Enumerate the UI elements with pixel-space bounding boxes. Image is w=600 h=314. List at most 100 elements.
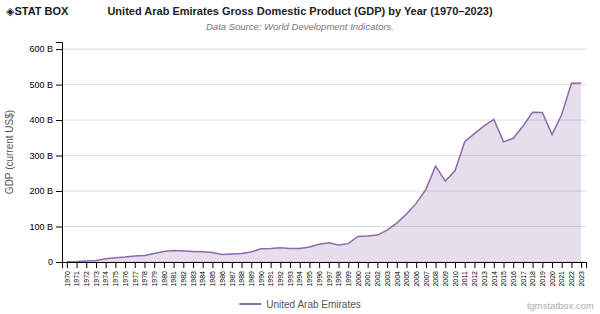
legend: United Arab Emirates (239, 299, 361, 310)
x-tick: 2015 (500, 262, 507, 287)
x-tick-mark (562, 262, 563, 268)
x-tick: 1990 (258, 262, 265, 287)
x-tick-label: 1983 (190, 271, 197, 287)
x-tick-mark (232, 262, 233, 268)
x-tick-mark (86, 262, 87, 268)
x-tick-mark (261, 262, 262, 268)
x-tick-label: 2018 (529, 271, 536, 287)
x-tick-mark (193, 262, 194, 268)
x-tick-label: 1972 (83, 271, 90, 287)
x-tick-label: 2022 (568, 271, 575, 287)
x-tick-label: 1981 (170, 271, 177, 287)
x-tick-label: 2000 (355, 271, 362, 287)
x-tick: 1998 (335, 262, 342, 287)
x-tick-mark (455, 262, 456, 268)
x-tick-label: 2020 (549, 271, 556, 287)
x-tick-mark (406, 262, 407, 268)
x-tick-mark (242, 262, 243, 268)
x-tick-label: 1988 (238, 271, 245, 287)
x-tick-mark (77, 262, 78, 268)
x-tick-label: 1993 (287, 271, 294, 287)
x-tick-mark (164, 262, 165, 268)
x-tick-mark (300, 262, 301, 268)
x-tick-label: 1970 (64, 271, 71, 287)
x-tick-mark (212, 262, 213, 268)
x-tick-label: 1997 (326, 271, 333, 287)
y-tick-mark (56, 85, 62, 86)
x-tick: 2012 (471, 262, 478, 287)
x-tick-mark (106, 262, 107, 268)
x-tick-mark (203, 262, 204, 268)
x-tick-mark (251, 262, 252, 268)
x-tick-label: 1994 (296, 271, 303, 287)
legend-swatch (239, 303, 261, 305)
x-tick: 2009 (442, 262, 449, 287)
x-tick-mark (571, 262, 572, 268)
x-tick-label: 2019 (539, 271, 546, 287)
x-axis: 1970197119721973197419751976197719781979… (63, 262, 587, 287)
y-tick-label: 200 B (29, 186, 53, 196)
x-tick-mark (436, 262, 437, 268)
grid-line (62, 49, 586, 50)
x-tick-label: 2002 (374, 271, 381, 287)
y-tick: 500 B (29, 80, 62, 90)
x-tick-mark (377, 262, 378, 268)
x-tick: 1975 (112, 262, 119, 287)
logo: ◈STAT (6, 5, 42, 17)
y-tick-label: 300 B (29, 151, 53, 161)
x-tick-label: 1999 (345, 271, 352, 287)
x-tick: 1971 (73, 262, 80, 287)
line (67, 83, 581, 262)
credit: tgmstatbox.com (527, 300, 594, 311)
x-tick-mark (513, 262, 514, 268)
x-tick: 1978 (141, 262, 148, 287)
x-tick-mark (581, 262, 582, 268)
grid-line (62, 120, 586, 121)
x-tick-mark (271, 262, 272, 268)
y-tick-mark (56, 227, 62, 228)
x-tick: 1993 (287, 262, 294, 287)
y-tick: 600 B (29, 44, 62, 54)
x-tick: 2020 (549, 262, 556, 287)
x-tick: 2006 (413, 262, 420, 287)
y-axis: 0100 B200 B300 B400 B500 B600 B (29, 43, 62, 268)
x-tick-label: 1986 (219, 271, 226, 287)
subtitle: Data Source: World Development Indicator… (206, 21, 394, 32)
x-tick: 1980 (161, 262, 168, 287)
x-tick: 1988 (238, 262, 245, 287)
x-tick-label: 2012 (471, 271, 478, 287)
x-tick: 2016 (510, 262, 517, 287)
x-tick: 2013 (481, 262, 488, 287)
x-tick-label: 1989 (248, 271, 255, 287)
x-tick: 2000 (355, 262, 362, 287)
x-tick-mark (416, 262, 417, 268)
x-tick: 1982 (180, 262, 187, 287)
x-tick: 1999 (345, 262, 352, 287)
x-tick-mark (445, 262, 446, 268)
x-tick-label: 1975 (112, 271, 119, 287)
grid-line (62, 84, 586, 85)
x-tick: 2011 (461, 262, 468, 286)
x-tick-label: 1973 (93, 271, 100, 287)
x-tick-label: 1982 (180, 271, 187, 287)
y-axis-line (56, 43, 63, 263)
x-tick: 1976 (122, 262, 129, 287)
x-tick: 1984 (199, 262, 206, 287)
x-tick-mark (552, 262, 553, 268)
x-tick-mark (174, 262, 175, 268)
x-tick-mark (368, 262, 369, 268)
x-tick-label: 2014 (491, 271, 498, 287)
x-tick-mark (222, 262, 223, 268)
x-tick-mark (474, 262, 475, 268)
x-tick: 2019 (539, 262, 546, 287)
x-tick: 2002 (374, 262, 381, 287)
x-tick-label: 2004 (394, 271, 401, 287)
x-tick-label: 2007 (423, 271, 430, 287)
y-tick-label: 400 B (29, 115, 53, 125)
y-axis-title: GDP (current US$) (4, 110, 15, 194)
x-tick-label: 2010 (452, 271, 459, 287)
x-tick-label: 1987 (229, 271, 236, 287)
x-tick-mark (67, 262, 68, 268)
x-tick-mark (329, 262, 330, 268)
x-tick-mark (339, 262, 340, 268)
